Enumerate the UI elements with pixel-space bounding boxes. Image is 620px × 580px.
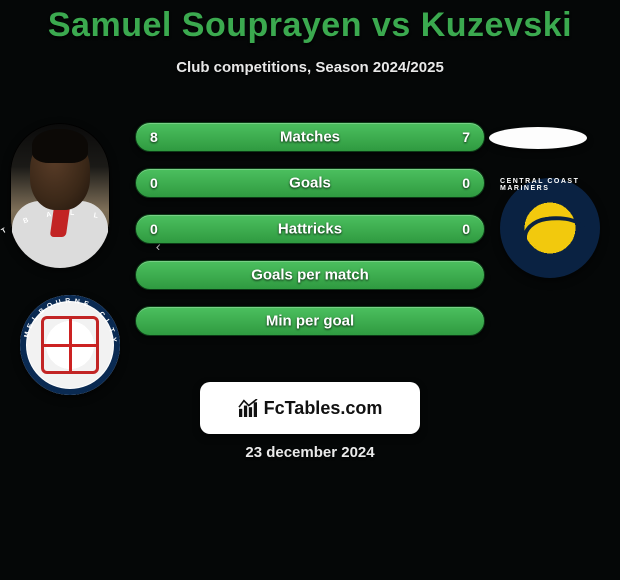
bar-goals-center: Goals <box>136 175 484 192</box>
title-player1: Samuel Souprayen <box>48 6 362 44</box>
bar-goals: 0 Goals 0 <box>135 168 485 198</box>
player2-oval <box>489 127 587 149</box>
club-right-ring: CENTRAL COAST MARINERS <box>500 178 600 278</box>
player1-club-badge: MELBOURNE CITY FOOTBALL CLUB <box>20 295 120 395</box>
bar-gpm: Goals per match <box>135 260 485 290</box>
bar-matches: 8 Matches 7 <box>135 122 485 152</box>
player1-photo <box>10 123 110 268</box>
page-title: Samuel Souprayen vs Kuzevski <box>0 0 620 45</box>
stat-bars: 8 Matches 7 0 Goals 0 0 Hattricks 0 Goal… <box>135 122 485 352</box>
bar-mpg: Min per goal <box>135 306 485 336</box>
date-text: 23 december 2024 <box>0 444 620 461</box>
bar-matches-right: 7 <box>462 129 470 145</box>
bar-hattricks-right: 0 <box>462 221 470 237</box>
player1-hair <box>32 129 88 163</box>
bar-hattricks-center: Hattricks <box>136 221 484 238</box>
bar-hattricks: 0 Hattricks 0 <box>135 214 485 244</box>
title-vs: vs <box>372 6 411 44</box>
subtitle: Club competitions, Season 2024/2025 <box>0 59 620 76</box>
bar-mpg-center: Min per goal <box>136 313 484 330</box>
title-player2: Kuzevski <box>421 6 572 44</box>
fctables-logo-box: FcTables.com <box>200 382 420 434</box>
bar-gpm-center: Goals per match <box>136 267 484 284</box>
bar-goals-right: 0 <box>462 175 470 191</box>
bar-chart-icon <box>238 399 258 417</box>
fctables-text: FcTables.com <box>264 398 383 419</box>
club-left-ring-bottom: FOOTBALL CLUB <box>20 295 120 395</box>
bar-matches-center: Matches <box>136 129 484 146</box>
player2-club-badge: CENTRAL COAST MARINERS <box>500 178 600 278</box>
